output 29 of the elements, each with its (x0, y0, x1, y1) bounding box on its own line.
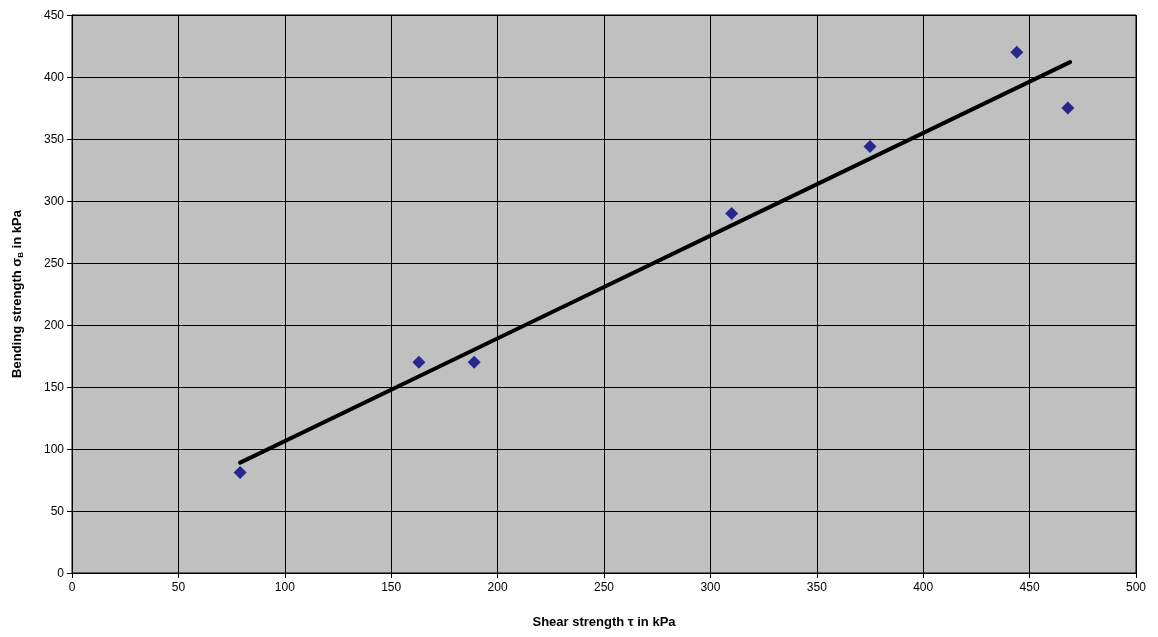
point (467, 355, 481, 369)
y-tick-label: 150 (43, 380, 65, 394)
y-tick-label: 50 (50, 504, 65, 518)
y-tick-label: 0 (57, 566, 65, 580)
point (412, 355, 426, 369)
y-tick-label: 100 (43, 442, 65, 456)
x-tick-label: 500 (1125, 580, 1147, 594)
x-tick-label: 450 (1019, 580, 1040, 594)
y-tick-label: 450 (43, 8, 65, 22)
point (1010, 45, 1024, 59)
y-tick-label: 300 (43, 194, 65, 208)
x-tick-label: 250 (593, 580, 615, 594)
y-tick-label: 400 (43, 70, 65, 84)
point (1061, 101, 1075, 115)
point (233, 466, 247, 480)
y-tick-label: 350 (43, 132, 65, 146)
y-tick-label: 250 (43, 256, 65, 270)
x-tick-label: 50 (171, 580, 186, 594)
x-tick-label: 350 (806, 580, 828, 594)
x-tick-label: 0 (68, 580, 76, 594)
x-tick-label: 400 (913, 580, 934, 594)
x-tick-label: 200 (487, 580, 508, 594)
point (863, 139, 877, 153)
x-axis-title: Shear strength τ in kPa (532, 613, 677, 629)
x-tick-label: 100 (274, 580, 296, 594)
y-tick-label: 200 (43, 318, 65, 332)
point (725, 206, 739, 220)
x-tick-label: 300 (700, 580, 721, 594)
x-tick-label: 150 (381, 580, 402, 594)
